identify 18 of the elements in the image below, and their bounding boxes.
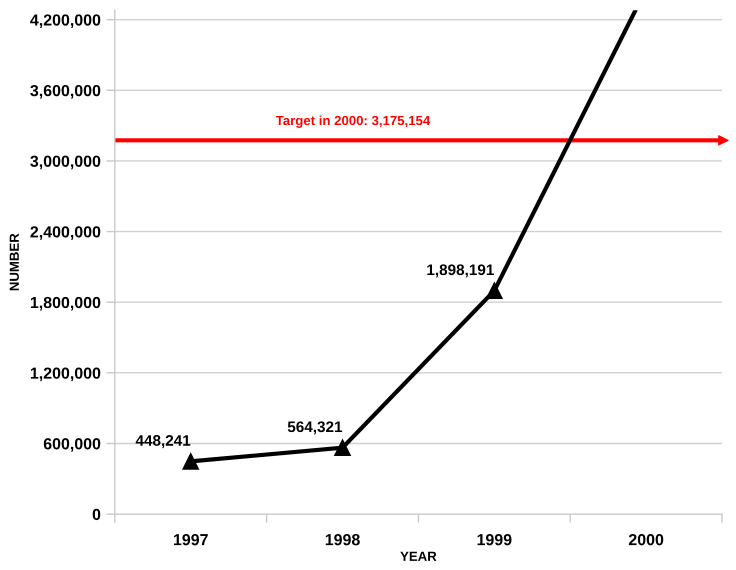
ref-line-label: Target in 2000: 3,175,154: [276, 115, 430, 128]
x-axis-title: YEAR: [400, 552, 436, 561]
x-tick-label: 2000: [628, 534, 664, 546]
y-tick-label: 0: [92, 508, 100, 520]
x-tick-label: 1997: [174, 534, 208, 546]
y-tick-label: 3,600,000: [30, 84, 100, 99]
y-tick-label: 3,000,000: [30, 156, 100, 170]
y-tick-label: 4,200,000: [30, 14, 100, 28]
y-tick-label: 2,400,000: [30, 226, 100, 240]
data-label: 564,321: [288, 421, 342, 434]
y-tick-label: 1,200,000: [30, 368, 100, 382]
y-tick-label: 1,800,000: [30, 296, 100, 310]
y-axis-title: NUMBER: [10, 234, 19, 290]
x-tick-label: 1999: [478, 534, 512, 546]
data-label: 1,898,191: [427, 264, 494, 278]
data-label: 448,241: [136, 435, 190, 448]
x-tick-label: 1998: [326, 534, 360, 546]
y-tick-label: 600,000: [44, 438, 100, 452]
